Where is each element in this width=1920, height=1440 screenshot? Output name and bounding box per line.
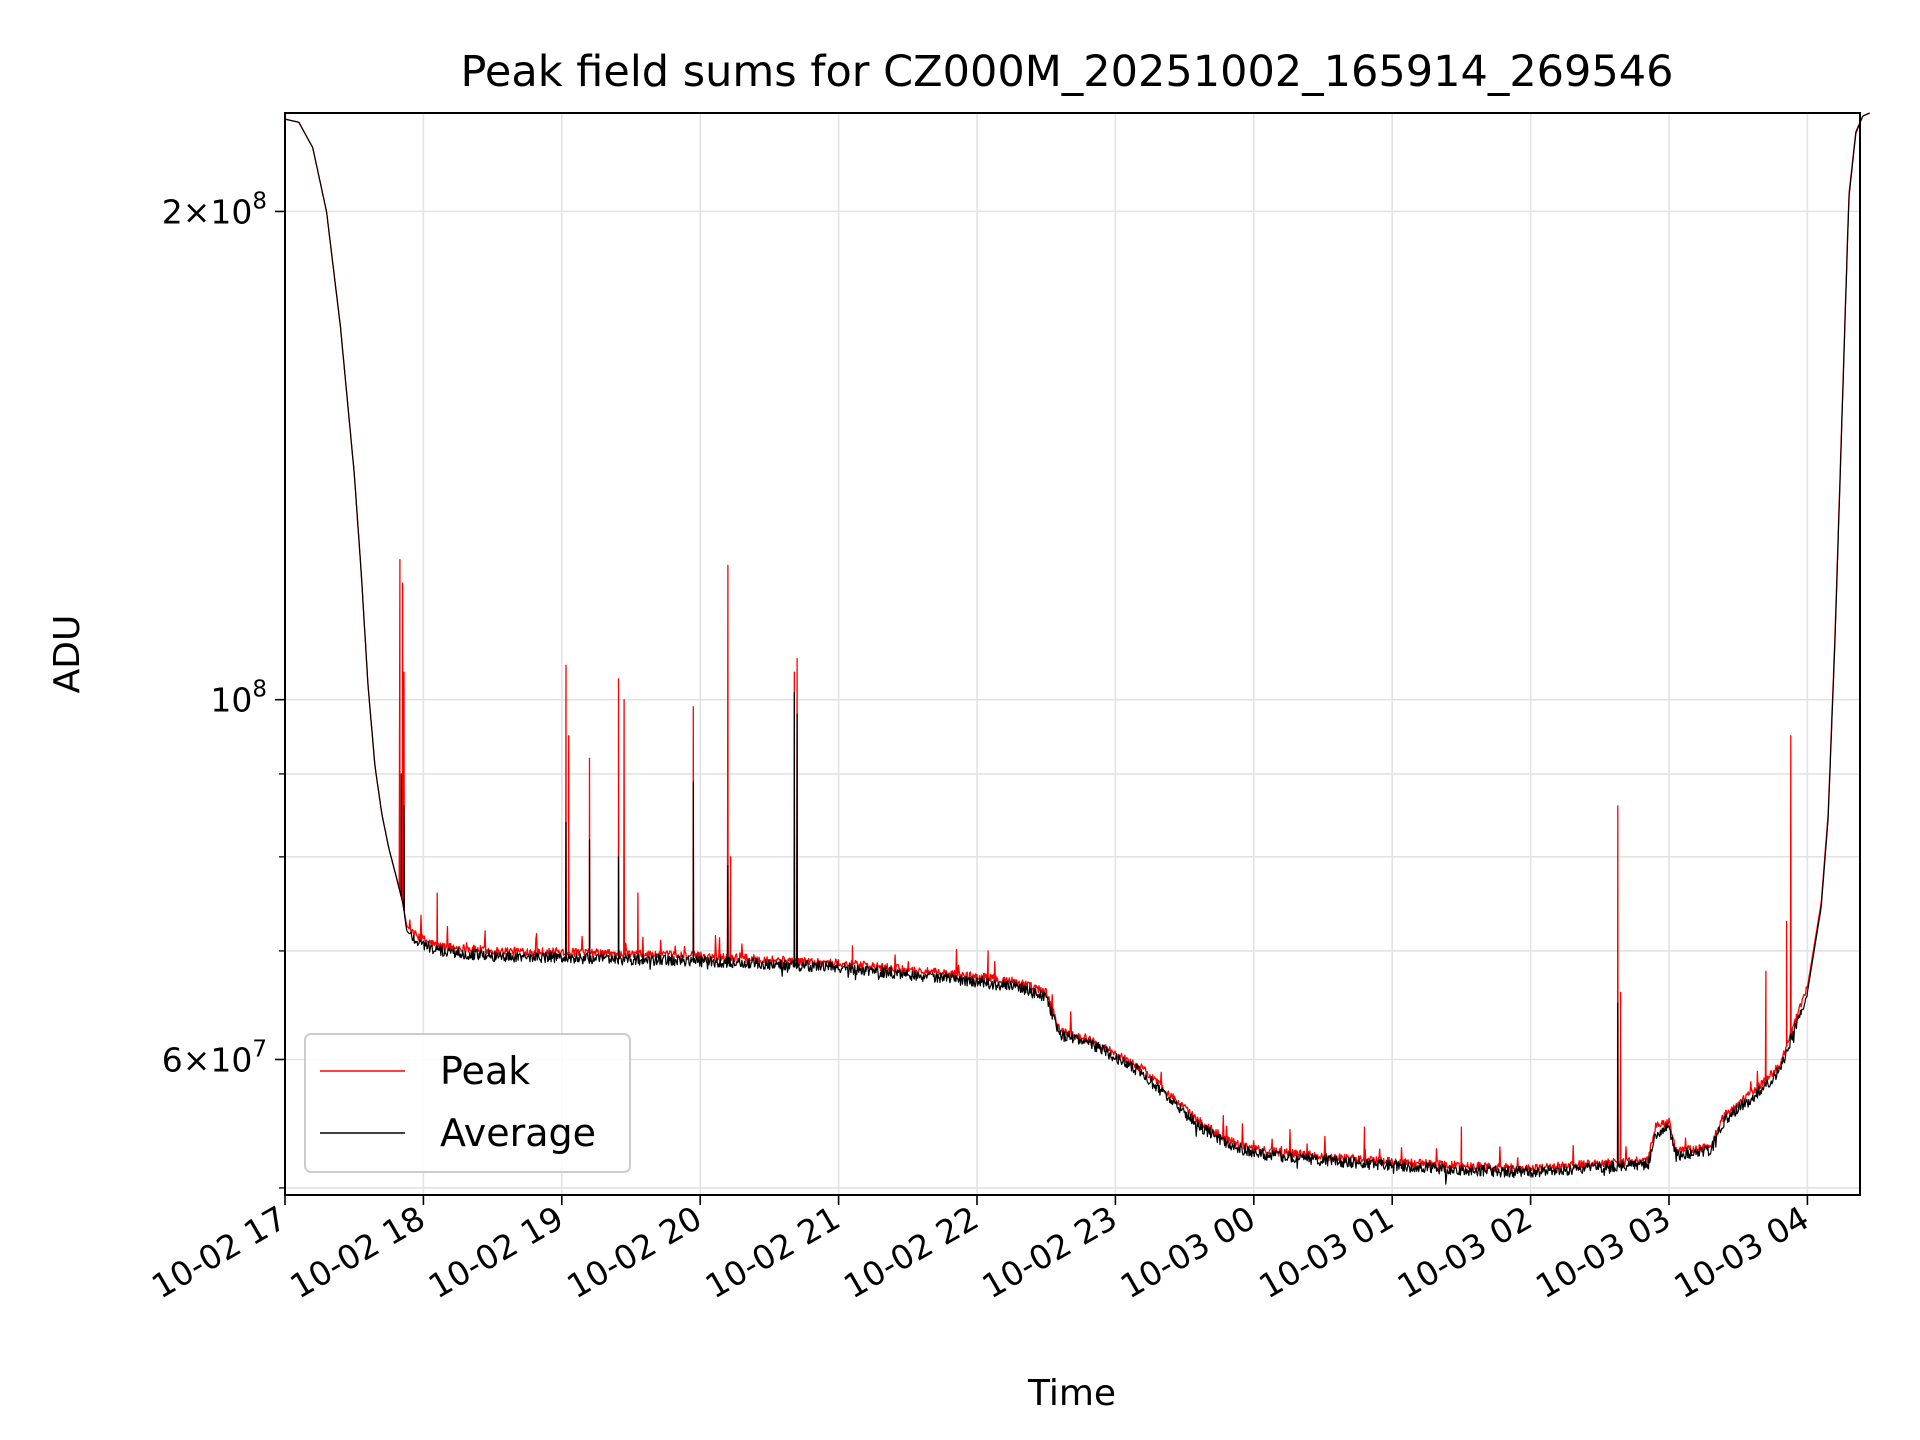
series-line-average: [284, 112, 1870, 1185]
legend-label-average: Average: [440, 1111, 596, 1155]
y-tick-label-exponent: 7: [252, 1036, 267, 1062]
series-lines: [284, 112, 1870, 1185]
y-tick-label-base: 2×10: [162, 192, 253, 231]
x-axis-label: Time: [1027, 1373, 1116, 1414]
y-tick-label: 2×108: [162, 188, 267, 231]
y-tick-label-exponent: 8: [252, 677, 267, 703]
y-tick-label-base: 10: [210, 681, 252, 720]
y-tick-label: 108: [210, 677, 267, 720]
chart-title: Peak field sums for CZ000M_20251002_1659…: [461, 47, 1674, 97]
legend: Peak Average: [304, 1033, 631, 1173]
y-axis-label: ADU: [47, 615, 88, 694]
y-tick-label-exponent: 8: [252, 188, 267, 214]
grid-lines: [284, 113, 1860, 1195]
legend-box: [304, 1033, 631, 1173]
plot-frame: [284, 112, 1861, 1196]
legend-label-peak: Peak: [440, 1049, 530, 1093]
y-tick-label: 6×107: [162, 1036, 267, 1079]
y-tick-label-base: 6×10: [162, 1040, 253, 1079]
